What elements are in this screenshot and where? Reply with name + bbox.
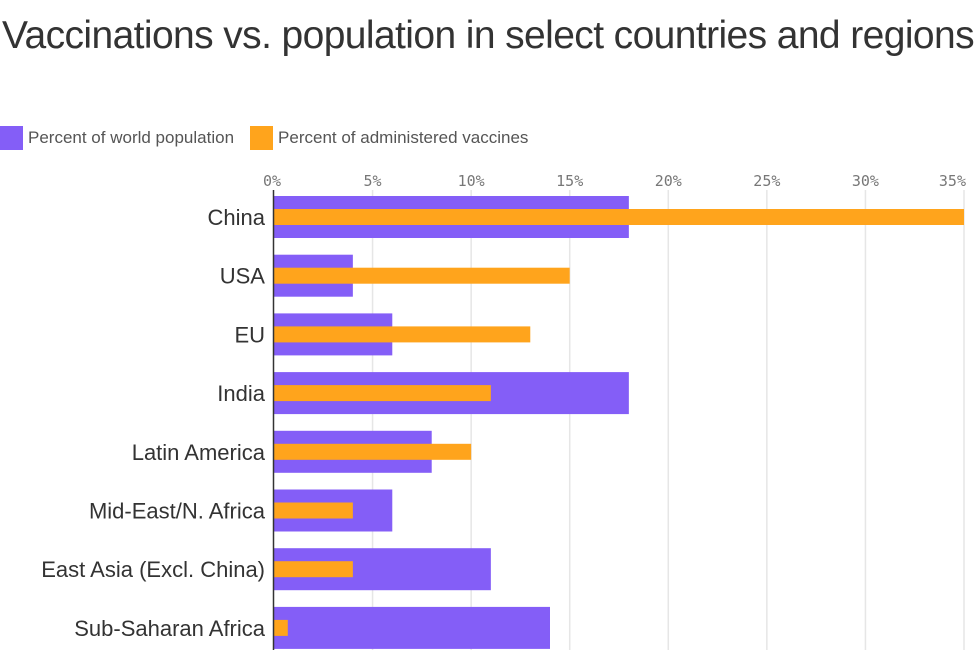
legend: Percent of world population Percent of a… <box>0 126 544 150</box>
bar-vaccines <box>274 267 570 284</box>
bar-vaccines <box>274 209 964 225</box>
x-tick-label: 5% <box>364 172 382 190</box>
x-tick-label: 20% <box>655 172 682 190</box>
bar-population <box>274 606 550 649</box>
bar-vaccines <box>274 502 353 519</box>
bar-vaccines <box>274 326 531 343</box>
legend-label-vaccines: Percent of administered vaccines <box>278 128 529 147</box>
category-label: Latin America <box>132 440 266 465</box>
category-label: India <box>217 381 265 406</box>
category-label: East Asia (Excl. China) <box>41 557 265 582</box>
x-axis-ticks: 0% 5% 10% 15% 20% 25% 30% 35% <box>263 172 966 190</box>
gridlines <box>371 190 965 650</box>
x-tick-label: 25% <box>753 172 780 190</box>
category-labels: China USA EU India Latin America Mid-East/N. … <box>41 205 266 641</box>
legend-swatch-population <box>0 126 23 150</box>
bar-vaccines <box>274 443 472 460</box>
category-label: Sub-Saharan Africa <box>74 616 266 641</box>
category-label: Mid-East/N. Africa <box>89 499 266 524</box>
x-tick-label: 10% <box>458 172 485 190</box>
legend-item-vaccines: Percent of administered vaccines <box>250 126 528 150</box>
category-label: EU <box>234 322 265 347</box>
x-tick-label: 30% <box>852 172 879 190</box>
chart-title: Vaccinations vs. population in select co… <box>2 14 975 57</box>
bars <box>274 196 964 649</box>
legend-item-population: Percent of world population <box>0 126 234 150</box>
x-tick-label: 0% <box>263 172 281 190</box>
category-label: China <box>208 205 266 230</box>
bar-vaccines <box>274 385 491 402</box>
x-tick-label: 15% <box>556 172 583 190</box>
x-tick-label: 35% <box>939 172 966 190</box>
legend-swatch-vaccines <box>250 126 274 150</box>
bar-vaccines <box>274 619 288 636</box>
bar-vaccines <box>274 561 353 578</box>
category-label: USA <box>220 264 266 289</box>
legend-label-population: Percent of world population <box>28 128 235 147</box>
